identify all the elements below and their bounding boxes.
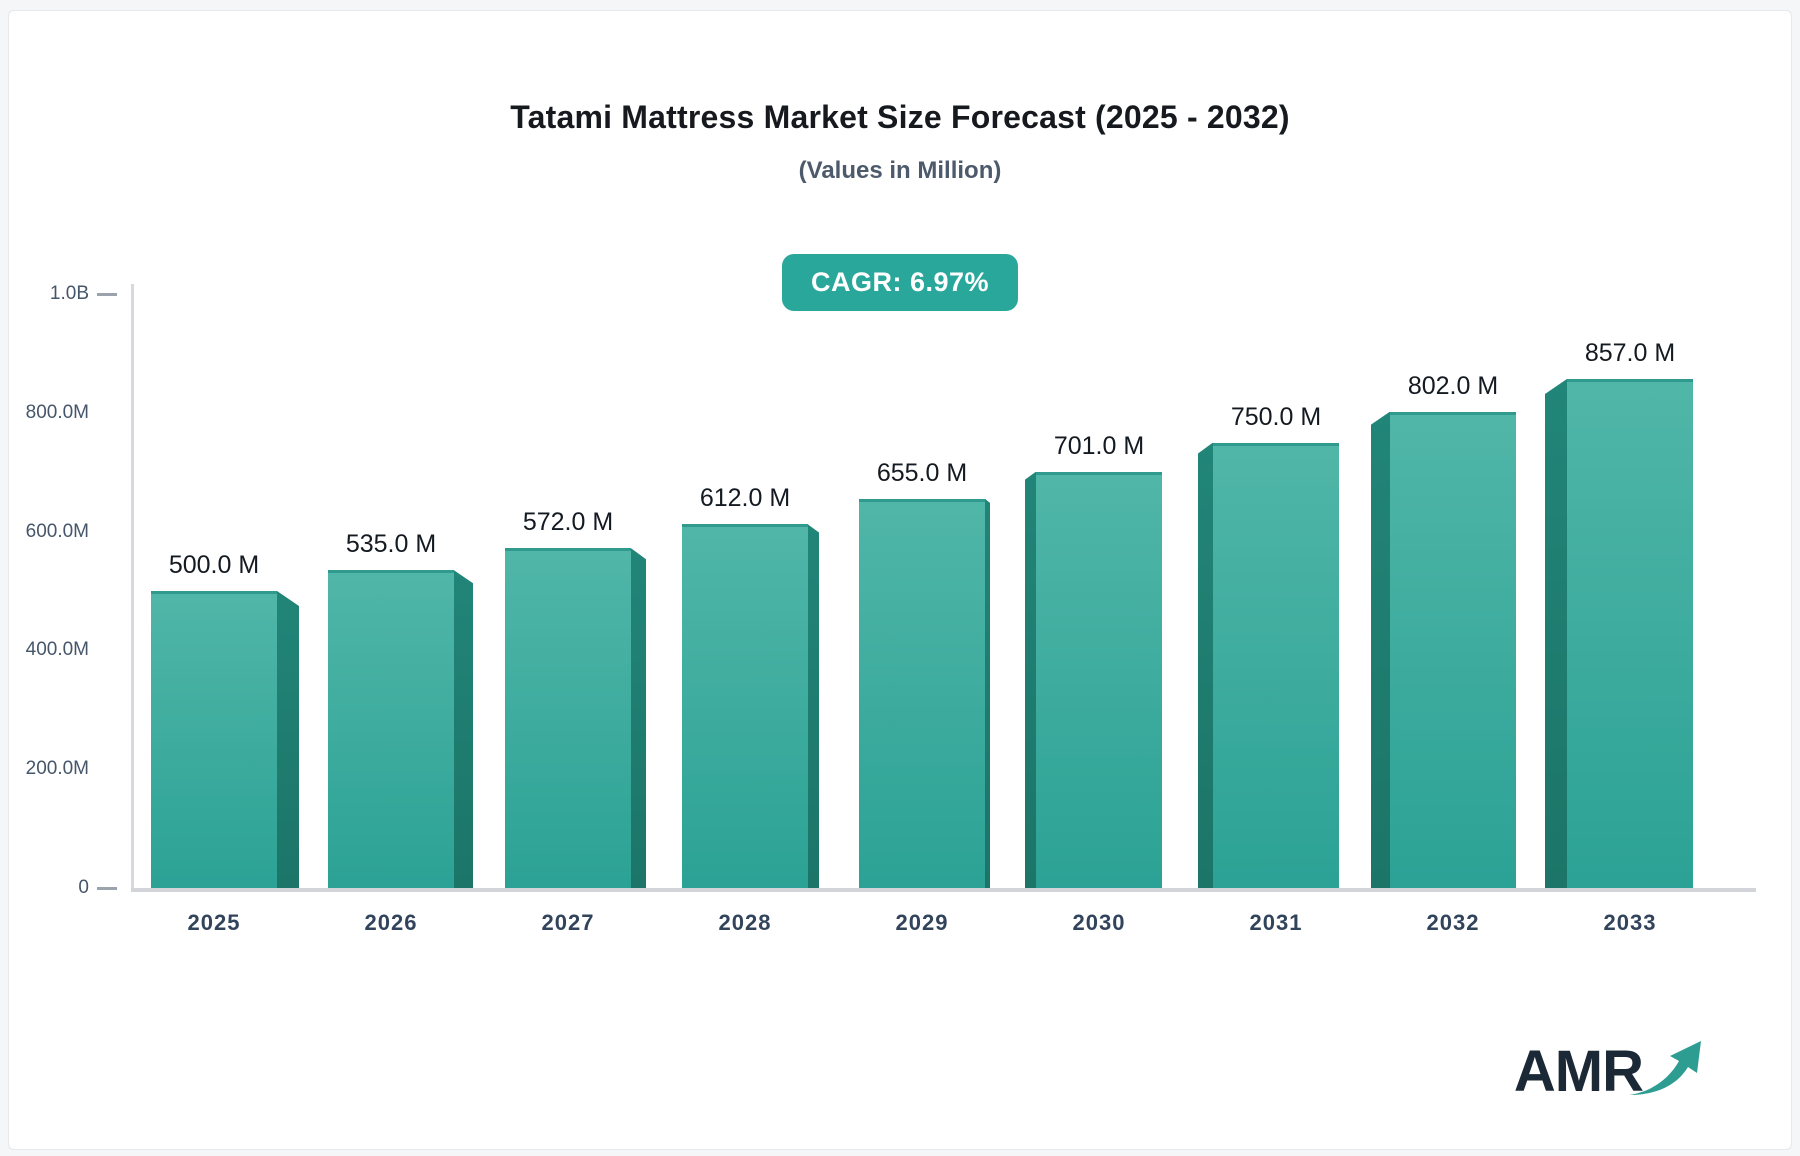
chart-title: Tatami Mattress Market Size Forecast (20… <box>510 99 1290 135</box>
bar-side-face <box>631 548 646 888</box>
x-tick-label: 2031 <box>1249 910 1303 935</box>
y-tick-label: 400.0M <box>25 639 89 661</box>
bar-side-face <box>1371 411 1390 888</box>
bar-side-face <box>1025 471 1036 888</box>
chart-card: Tatami Mattress Market Size Forecast (20… <box>8 10 1792 1150</box>
cagr-badge: CAGR: 6.97% <box>781 254 1019 311</box>
bar-value-label: 802.0 M <box>1407 371 1499 400</box>
bar-chart-plot-area: 1.0B 800.0M 600.0M 400.0M 200.0M 0 500.0 M 2025… <box>9 11 1791 1149</box>
bar-value-label: 857.0 M <box>1584 338 1676 367</box>
bar-side-face <box>985 498 990 888</box>
bar-side-face <box>1545 378 1567 888</box>
bar-value-label: 701.0 M <box>1053 431 1145 460</box>
bar-side-face <box>1198 442 1213 888</box>
x-tick-label: 2025 <box>187 910 241 935</box>
x-tick-label: 2028 <box>718 910 772 935</box>
y-tick-label: 0 <box>78 877 89 898</box>
bar <box>151 591 277 888</box>
bar-side-face <box>454 570 473 888</box>
y-tick-label: 600.0M <box>25 520 89 542</box>
amr-logo-text: AMR <box>1513 1039 1644 1104</box>
y-tick-label: 800.0M <box>25 401 89 423</box>
bar-value-label: 655.0 M <box>876 458 968 487</box>
bar <box>1567 378 1693 888</box>
x-tick-label: 2026 <box>364 910 418 935</box>
x-tick-label: 2029 <box>895 910 949 935</box>
x-tick-label: 2033 <box>1603 910 1657 935</box>
bar <box>1390 411 1516 888</box>
growth-arrow-icon <box>1629 1041 1701 1095</box>
y-tick-label: 1.0B <box>49 283 89 304</box>
bar-value-label: 750.0 M <box>1230 402 1322 431</box>
y-tick-mark <box>97 887 117 890</box>
y-tick-mark <box>97 293 117 296</box>
chart-subtitle: (Values in Million) <box>798 157 1002 184</box>
y-tick-label: 200.0M <box>25 758 89 780</box>
x-axis <box>131 888 1756 892</box>
bar-value-label: 572.0 M <box>522 508 614 537</box>
bar-side-face <box>808 524 819 888</box>
bar-value-label: 612.0 M <box>699 484 791 513</box>
bar <box>859 498 985 888</box>
bar-side-face <box>277 591 299 888</box>
y-axis <box>131 284 134 890</box>
bar <box>1036 471 1162 888</box>
x-tick-label: 2027 <box>541 910 595 935</box>
x-tick-label: 2030 <box>1072 910 1126 935</box>
bar <box>505 548 631 888</box>
bar-value-label: 500.0 M <box>168 551 260 579</box>
bar-value-label: 535.0 M <box>345 530 437 559</box>
bar <box>1213 442 1339 888</box>
amr-logo: AMR <box>1514 1037 1705 1101</box>
bar <box>328 570 454 888</box>
bar <box>682 524 808 888</box>
x-tick-label: 2032 <box>1426 910 1480 935</box>
